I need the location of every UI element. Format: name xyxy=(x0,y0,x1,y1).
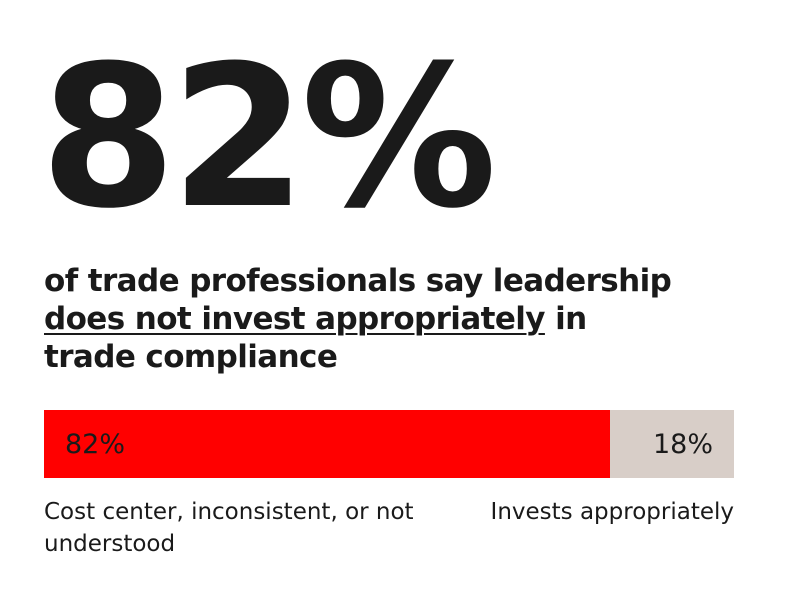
headline-line-1: of trade professionals say leadership xyxy=(44,263,672,299)
bar-segment-invests-appropriately: 18% xyxy=(609,410,734,478)
bar-segment-cost-center: 82% xyxy=(44,410,610,478)
headline-stat: 82% xyxy=(40,24,497,252)
category-label-invests-appropriately: Invests appropriately xyxy=(490,499,734,525)
headline-text: of trade professionals say leadership do… xyxy=(44,262,684,376)
category-label-cost-center: Cost center, inconsistent, or not unders… xyxy=(44,499,414,557)
headline-line-2: does not invest appropriately in xyxy=(44,300,684,338)
headline-line-2-rest: in xyxy=(544,301,587,337)
data-label: 18% xyxy=(652,428,713,460)
headline-underlined-phrase: does not invest appropriately xyxy=(44,301,546,337)
stacked-bar: 82% 18% xyxy=(44,410,734,478)
headline-line-3: trade compliance xyxy=(44,339,338,375)
data-label: 82% xyxy=(65,428,126,460)
